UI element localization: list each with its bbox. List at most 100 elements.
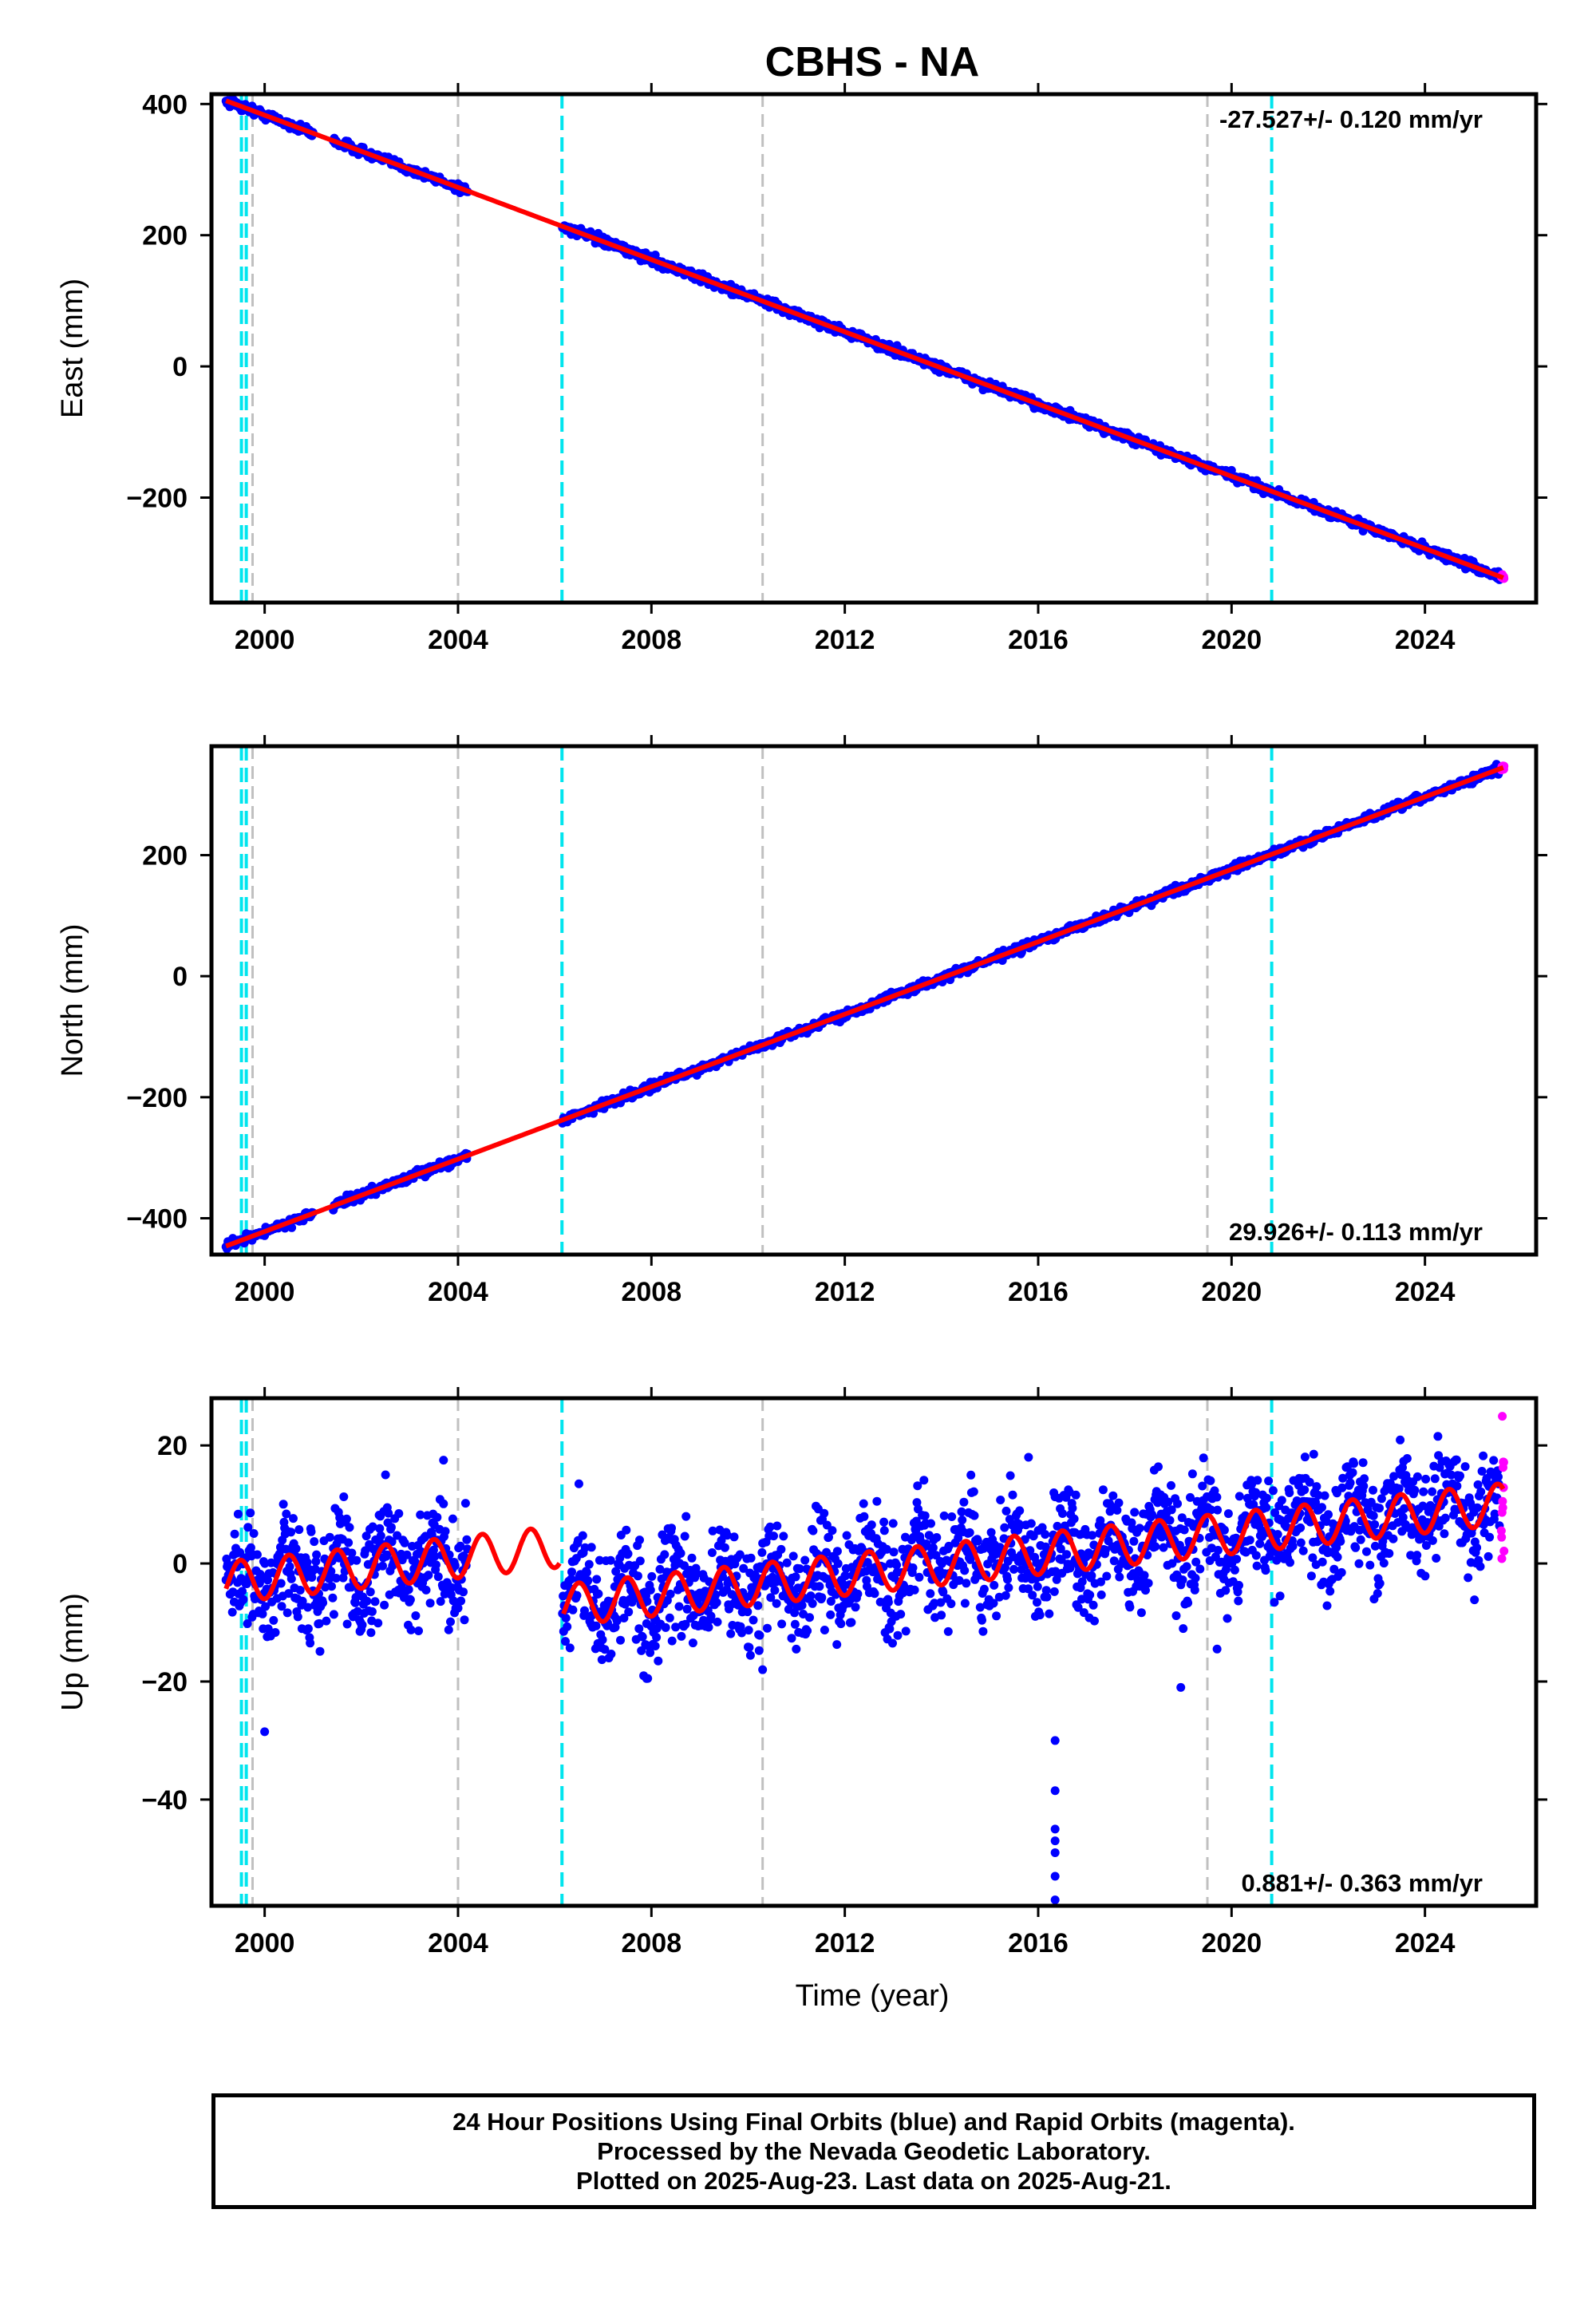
final-orbit-point xyxy=(351,1593,361,1602)
final-orbit-point xyxy=(342,1619,352,1629)
final-orbit-point xyxy=(1296,1523,1306,1532)
final-orbit-point xyxy=(660,1550,670,1559)
final-orbit-point xyxy=(580,1606,589,1615)
x-tick-label: 2012 xyxy=(815,1928,875,1958)
final-orbit-point xyxy=(444,1625,453,1634)
final-orbit-point xyxy=(404,1585,413,1595)
final-orbit-point xyxy=(1213,1505,1223,1515)
x-tick-label: 2016 xyxy=(1008,1928,1069,1958)
final-orbit-point xyxy=(282,1608,292,1618)
final-orbit-point xyxy=(1141,1586,1150,1595)
final-orbit-point xyxy=(1430,1474,1440,1484)
final-orbit-point xyxy=(366,1628,376,1638)
y-tick-label: −20 xyxy=(141,1667,188,1697)
final-orbit-point xyxy=(872,1496,882,1506)
final-orbit-point xyxy=(327,1582,336,1591)
final-orbit-point xyxy=(1325,1587,1335,1596)
final-orbit-point xyxy=(314,1618,324,1628)
final-orbit-point xyxy=(1077,1577,1087,1587)
final-orbit-point xyxy=(1322,1601,1332,1611)
final-orbit-point xyxy=(450,1561,460,1571)
final-orbit-point xyxy=(1494,1472,1503,1481)
final-orbit-point xyxy=(1317,1503,1326,1512)
final-orbit-point xyxy=(888,1638,897,1648)
final-orbit-point xyxy=(561,1614,571,1622)
plot-frame xyxy=(209,1396,1539,1908)
rapid-orbit-point xyxy=(1499,1547,1509,1556)
final-orbit-point xyxy=(339,1492,349,1501)
final-orbit-point xyxy=(1460,1462,1470,1472)
final-orbit-point xyxy=(430,1551,440,1561)
final-orbit-point xyxy=(990,1580,999,1590)
final-orbit-point xyxy=(676,1548,685,1558)
final-orbit-point xyxy=(826,1597,836,1606)
final-orbit-point xyxy=(1171,1611,1181,1620)
final-orbit-point xyxy=(400,1538,409,1547)
final-orbit-point xyxy=(957,1507,966,1516)
final-orbit-point xyxy=(808,1526,818,1535)
final-orbit-point xyxy=(901,1626,911,1636)
final-orbit-point xyxy=(1472,1543,1482,1552)
final-orbit-point xyxy=(460,1615,469,1625)
final-orbit-point xyxy=(745,1650,755,1660)
final-orbit-point xyxy=(294,1525,304,1535)
final-orbit-point xyxy=(769,1531,778,1541)
final-orbit-point xyxy=(979,1584,989,1594)
final-orbit-point xyxy=(1389,1472,1399,1481)
final-orbit-point xyxy=(665,1613,674,1622)
final-orbit-point xyxy=(633,1571,642,1581)
final-orbit-point xyxy=(1375,1504,1384,1513)
final-orbit-point xyxy=(1056,1544,1065,1554)
final-orbit-point xyxy=(915,1572,924,1582)
final-orbit-point xyxy=(757,1547,767,1557)
final-orbit-point xyxy=(1037,1523,1047,1532)
footer-box: 24 Hour Positions Using Final Orbits (bl… xyxy=(211,2093,1536,2209)
final-orbit-point xyxy=(714,1581,724,1591)
final-orbit-point xyxy=(726,1629,736,1638)
final-orbit-point xyxy=(1402,1454,1412,1463)
final-orbit-point xyxy=(1314,1491,1323,1500)
final-orbit-point xyxy=(561,1637,570,1646)
final-orbit-point xyxy=(1001,1506,1011,1516)
final-orbit-point xyxy=(1045,1609,1054,1618)
final-orbit-point xyxy=(1179,1525,1189,1535)
final-orbit-point xyxy=(276,1579,286,1588)
x-tick-label: 2008 xyxy=(621,625,681,655)
final-orbit-point xyxy=(1365,1560,1375,1570)
y-tick-label: 400 xyxy=(142,89,188,120)
final-orbit-point xyxy=(582,1567,591,1577)
final-orbit-point xyxy=(1296,1538,1306,1547)
final-orbit-point xyxy=(329,1610,338,1619)
final-orbit-point xyxy=(667,1524,676,1533)
x-tick-label: 2020 xyxy=(1202,1928,1262,1958)
final-orbit-point xyxy=(1298,1546,1308,1555)
final-orbit-point xyxy=(1317,1557,1327,1567)
final-orbit-point xyxy=(1000,1523,1009,1532)
final-orbit-point xyxy=(889,1547,899,1557)
x-tick-label: 2004 xyxy=(428,1277,488,1307)
final-orbit-point xyxy=(970,1511,979,1520)
x-tick-label: 2008 xyxy=(621,1928,681,1958)
final-orbit-point xyxy=(1183,1599,1193,1607)
final-orbit-point xyxy=(321,1583,330,1592)
final-orbit-point xyxy=(1033,1582,1042,1591)
final-orbit-point xyxy=(1071,1490,1080,1500)
final-orbit-point xyxy=(820,1626,829,1634)
final-orbit-point xyxy=(1472,1503,1482,1512)
final-orbit-point xyxy=(926,1519,935,1528)
final-orbit-point xyxy=(692,1569,701,1579)
x-axis-label: Time (year) xyxy=(796,1979,950,2013)
final-orbit-point xyxy=(1035,1611,1045,1620)
final-orbit-point xyxy=(1130,1508,1140,1517)
final-orbit-point xyxy=(826,1610,836,1619)
final-orbit-point xyxy=(667,1636,677,1646)
final-orbit-point xyxy=(1167,1505,1176,1515)
final-orbit-point xyxy=(787,1634,796,1643)
plot-frame xyxy=(209,744,1539,1257)
final-orbit-point xyxy=(1369,1511,1378,1520)
final-orbit-point xyxy=(358,1620,367,1630)
final-orbit-point xyxy=(1073,1603,1083,1612)
final-orbit-point xyxy=(616,1635,625,1645)
y-tick-label: 200 xyxy=(142,841,188,871)
final-orbit-point xyxy=(1251,1488,1261,1497)
